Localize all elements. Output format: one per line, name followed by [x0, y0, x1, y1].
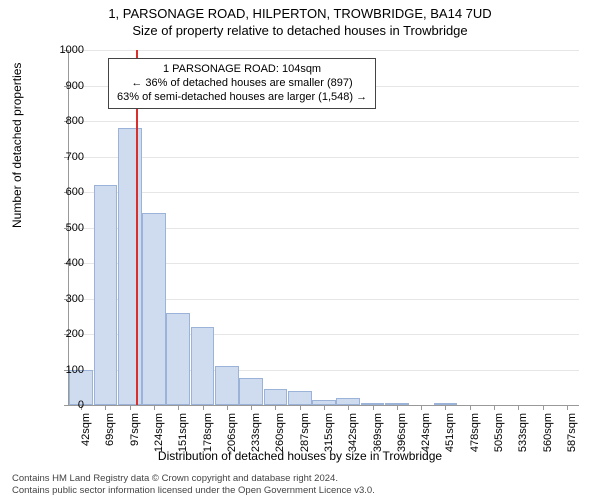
annotation-line-1: 1 PARSONAGE ROAD: 104sqm	[117, 63, 367, 77]
gridline	[69, 50, 579, 51]
histogram-bar	[215, 366, 239, 405]
y-tick-label: 800	[44, 115, 84, 127]
footer-attribution: Contains HM Land Registry data © Crown c…	[12, 473, 375, 496]
histogram-bar	[94, 185, 118, 405]
footer-line-1: Contains HM Land Registry data © Crown c…	[12, 473, 375, 484]
x-tick-mark	[178, 405, 179, 410]
histogram-bar	[118, 128, 142, 405]
x-tick-label: 560sqm	[542, 413, 554, 453]
x-tick-label: 206sqm	[226, 413, 238, 453]
x-tick-mark	[275, 405, 276, 410]
x-tick-mark	[543, 405, 544, 410]
annotation-line-3: 63% of semi-detached houses are larger (…	[117, 91, 367, 105]
chart-title-main: 1, PARSONAGE ROAD, HILPERTON, TROWBRIDGE…	[0, 0, 600, 21]
x-tick-label: 342sqm	[347, 413, 359, 453]
x-tick-mark	[470, 405, 471, 410]
x-tick-mark	[154, 405, 155, 410]
chart-title-sub: Size of property relative to detached ho…	[0, 21, 600, 38]
y-tick-label: 200	[44, 328, 84, 340]
x-tick-mark	[348, 405, 349, 410]
x-tick-label: 151sqm	[177, 413, 189, 453]
x-tick-label: 287sqm	[299, 413, 311, 453]
x-tick-mark	[397, 405, 398, 410]
x-tick-mark	[373, 405, 374, 410]
y-tick-label: 300	[44, 293, 84, 305]
x-tick-label: 587sqm	[566, 413, 578, 453]
x-tick-mark	[567, 405, 568, 410]
footer-line-2: Contains public sector information licen…	[12, 485, 375, 496]
histogram-bar	[191, 327, 215, 405]
y-tick-label: 0	[44, 399, 84, 411]
annotation-box: 1 PARSONAGE ROAD: 104sqm ← 36% of detach…	[108, 58, 376, 109]
x-tick-mark	[324, 405, 325, 410]
annotation-line-2: ← 36% of detached houses are smaller (89…	[117, 77, 367, 91]
x-tick-mark	[130, 405, 131, 410]
x-tick-label: 233sqm	[250, 413, 262, 453]
x-tick-label: 42sqm	[80, 413, 92, 453]
x-tick-label: 69sqm	[104, 413, 116, 453]
y-tick-label: 600	[44, 186, 84, 198]
histogram-bar	[239, 378, 263, 405]
x-tick-label: 97sqm	[129, 413, 141, 453]
x-tick-label: 505sqm	[493, 413, 505, 453]
chart-container: 1, PARSONAGE ROAD, HILPERTON, TROWBRIDGE…	[0, 0, 600, 500]
x-tick-mark	[251, 405, 252, 410]
y-tick-label: 700	[44, 151, 84, 163]
gridline	[69, 157, 579, 158]
x-tick-mark	[105, 405, 106, 410]
histogram-bar	[142, 213, 166, 405]
x-tick-label: 124sqm	[153, 413, 165, 453]
x-tick-mark	[300, 405, 301, 410]
x-tick-label: 478sqm	[469, 413, 481, 453]
x-tick-mark	[445, 405, 446, 410]
histogram-bar	[166, 313, 190, 405]
histogram-bar	[288, 391, 312, 405]
histogram-bar	[264, 389, 288, 405]
histogram-bar	[336, 398, 360, 405]
x-tick-label: 424sqm	[420, 413, 432, 453]
y-tick-label: 500	[44, 222, 84, 234]
x-tick-label: 396sqm	[396, 413, 408, 453]
x-tick-mark	[421, 405, 422, 410]
y-axis-label: Number of detached properties	[10, 63, 24, 228]
x-tick-label: 178sqm	[202, 413, 214, 453]
x-tick-label: 533sqm	[517, 413, 529, 453]
y-tick-label: 400	[44, 257, 84, 269]
x-tick-label: 260sqm	[274, 413, 286, 453]
gridline	[69, 121, 579, 122]
y-tick-label: 100	[44, 364, 84, 376]
y-tick-label: 1000	[44, 44, 84, 56]
chart-area: 1 PARSONAGE ROAD: 104sqm ← 36% of detach…	[68, 50, 578, 405]
x-tick-label: 369sqm	[372, 413, 384, 453]
x-tick-mark	[494, 405, 495, 410]
x-tick-label: 451sqm	[444, 413, 456, 453]
x-tick-label: 315sqm	[323, 413, 335, 453]
x-tick-mark	[518, 405, 519, 410]
gridline	[69, 192, 579, 193]
x-tick-mark	[203, 405, 204, 410]
x-tick-mark	[227, 405, 228, 410]
y-tick-label: 900	[44, 80, 84, 92]
